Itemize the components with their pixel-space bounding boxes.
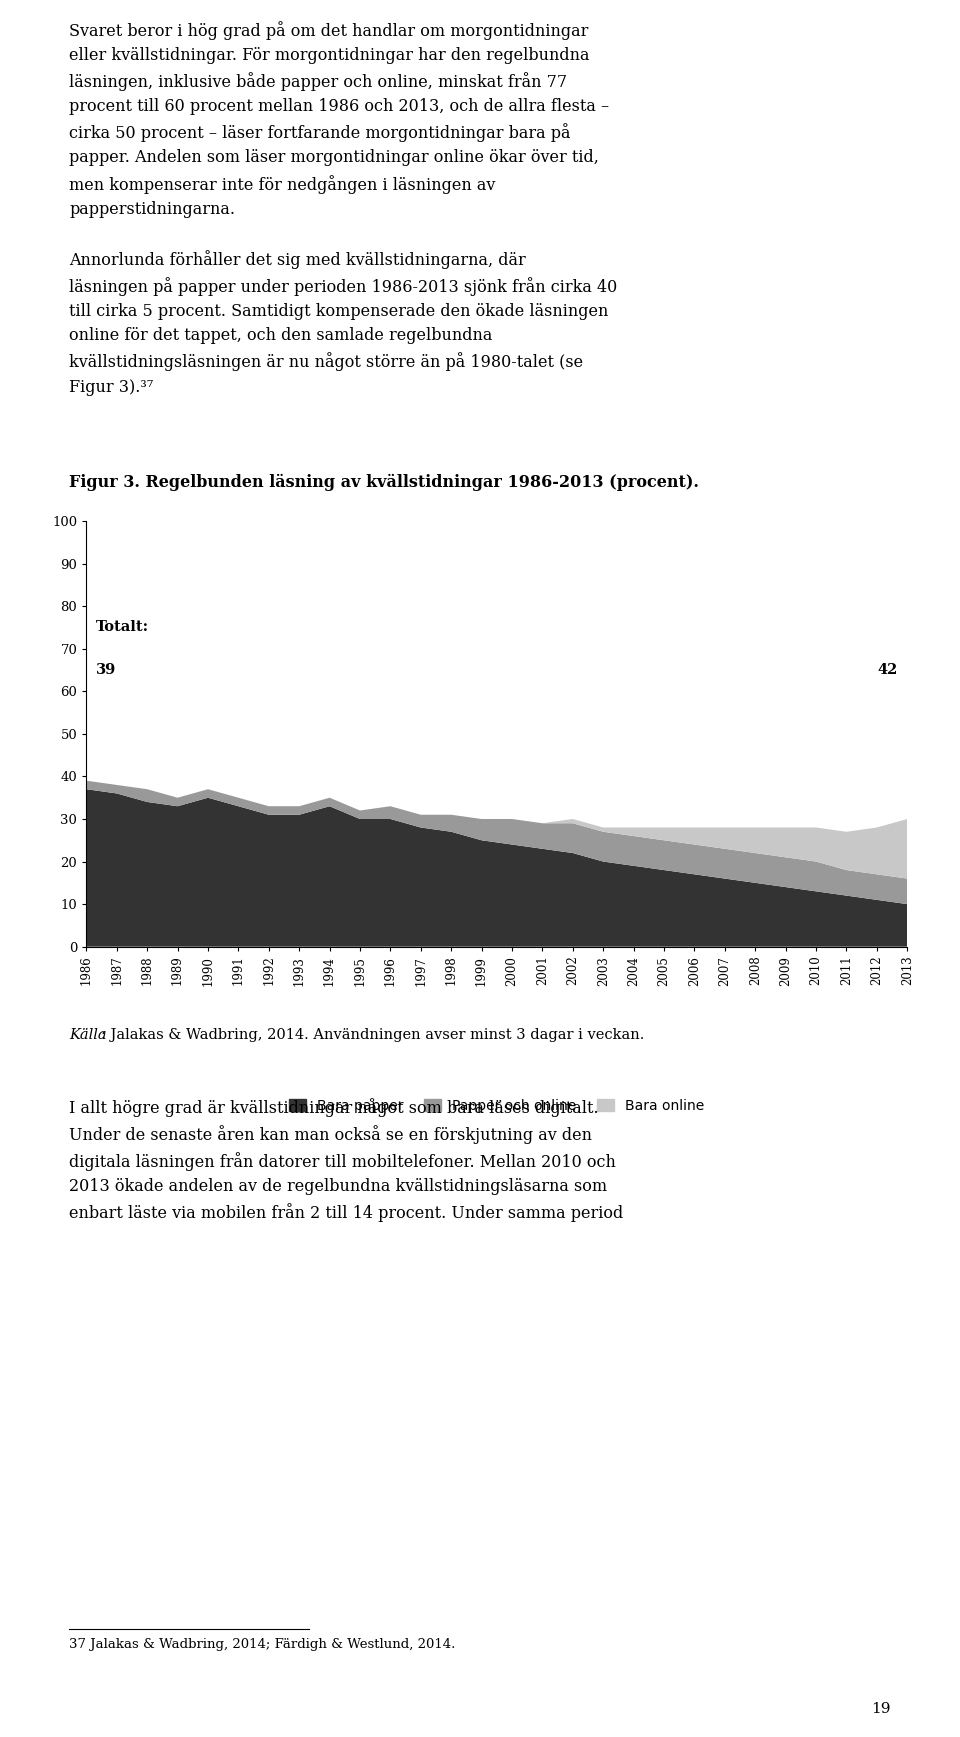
Text: I allt högre grad är kvällstidningar något som bara läses digitalt.
Under de sen: I allt högre grad är kvällstidningar någ… [69,1098,623,1223]
Text: Totalt:: Totalt: [95,620,149,634]
Text: Svaret beror i hög grad på om det handlar om morgontidningar
eller kvällstidning: Svaret beror i hög grad på om det handla… [69,21,617,396]
Text: 39: 39 [95,664,116,677]
Legend: Bara papper, Papper och online, Bara online: Bara papper, Papper och online, Bara onl… [284,1093,709,1119]
Text: 42: 42 [877,664,898,677]
Text: : Jalakas & Wadbring, 2014. Användningen avser minst 3 dagar i veckan.: : Jalakas & Wadbring, 2014. Användningen… [101,1028,644,1042]
Text: Källa: Källa [69,1028,107,1042]
Text: Figur 3. Regelbunden läsning av kvällstidningar 1986-2013 (procent).: Figur 3. Regelbunden läsning av kvällsti… [69,474,699,492]
Text: 19: 19 [872,1702,891,1716]
Text: 37 Jalakas & Wadbring, 2014; Färdigh & Westlund, 2014.: 37 Jalakas & Wadbring, 2014; Färdigh & W… [69,1638,455,1650]
